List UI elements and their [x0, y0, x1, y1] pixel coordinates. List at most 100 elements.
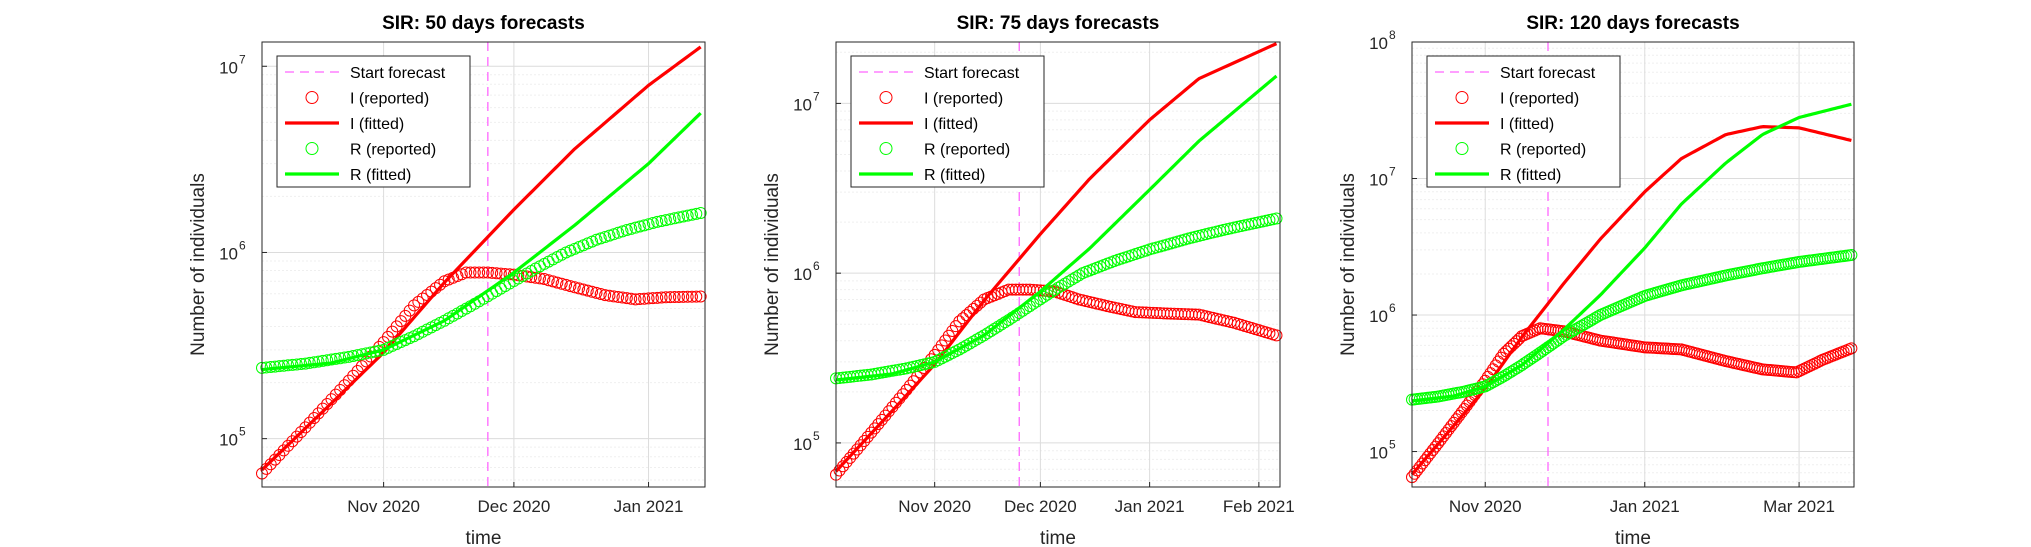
data-point: [633, 220, 646, 233]
data-point: [290, 430, 303, 443]
data-point: [325, 353, 338, 366]
y-tick-label: 10: [793, 95, 812, 114]
data-point: [953, 343, 966, 356]
series-line-4: [1411, 102, 1852, 403]
data-point: [879, 409, 892, 422]
legend-marker-swatch: [879, 142, 893, 155]
data-point: [659, 214, 672, 227]
data-point: [408, 299, 421, 312]
x-tick-label: Jan 2021: [1610, 497, 1680, 516]
data-point: [672, 211, 685, 224]
data-point: [1037, 290, 1050, 303]
data-point: [1048, 284, 1061, 297]
legend-label: R (reported): [350, 142, 436, 159]
legend: Start forecast I (reported) I (fitted) R (r…: [850, 55, 1045, 188]
x-tick-label: Dec 2020: [478, 497, 551, 516]
y-tick-label: 10: [1369, 171, 1388, 190]
legend-label: R (fitted): [1500, 167, 1561, 184]
data-point: [988, 322, 1001, 335]
data-point: [1806, 358, 1819, 371]
data-point: [1066, 273, 1079, 286]
data-point: [260, 462, 273, 475]
legend-marker-swatch: [305, 91, 319, 104]
legend-entry: Start forecast: [1435, 65, 1596, 82]
data-point: [308, 356, 321, 369]
data-point: [992, 320, 1005, 333]
legend-marker-swatch: [305, 142, 319, 155]
legend-label: Start forecast: [924, 65, 1020, 82]
y-tick-label: 10: [793, 265, 812, 284]
legend-label: I (fitted): [1500, 116, 1554, 133]
axes-box: [1411, 41, 1855, 488]
data-point: [555, 277, 568, 290]
data-point: [1238, 319, 1251, 332]
y-tick-exponent: 7: [813, 89, 820, 103]
data-point: [861, 430, 874, 443]
data-point: [494, 267, 507, 280]
x-axis-label: time: [1615, 528, 1651, 547]
data-point: [468, 266, 481, 279]
data-point: [486, 266, 499, 279]
data-point: [303, 416, 316, 429]
data-point: [1235, 318, 1248, 331]
data-point: [629, 293, 642, 306]
legend-label: R (fitted): [350, 167, 411, 184]
chart-title: SIR: 75 days forecasts: [957, 13, 1160, 34]
data-point: [875, 413, 888, 426]
legend-entry: I (reported): [879, 91, 1003, 108]
data-point: [851, 443, 864, 456]
data-point: [840, 456, 853, 469]
y-tick-exponent: 7: [239, 52, 246, 66]
legend: Start forecast I (reported) I (fitted) R (r…: [1426, 55, 1621, 188]
data-point: [681, 290, 694, 303]
data-point: [655, 214, 668, 227]
data-point: [460, 266, 473, 279]
data-point: [473, 266, 486, 279]
y-tick-label: 10: [219, 431, 238, 450]
legend-entry: I (fitted): [1435, 116, 1554, 133]
data-point: [464, 266, 477, 279]
legend-label: I (reported): [924, 91, 1003, 108]
data-point: [538, 273, 551, 286]
series-line-4: [261, 112, 702, 372]
data-point: [594, 288, 607, 301]
data-point: [573, 282, 586, 295]
data-point: [651, 291, 664, 304]
data-point: [546, 253, 559, 266]
data-point: [412, 295, 425, 308]
y-tick-exponent: 7: [1389, 165, 1396, 179]
data-point: [664, 213, 677, 226]
data-point: [616, 291, 629, 304]
y-tick-exponent: 6: [239, 238, 246, 252]
data-point: [694, 206, 707, 219]
data-point: [694, 290, 707, 303]
data-point: [533, 272, 546, 285]
y-axis-label: Number of individuals: [1338, 173, 1359, 356]
y-tick-label: 10: [1369, 444, 1388, 463]
data-point: [316, 354, 329, 367]
y-tick-exponent: 5: [239, 425, 246, 439]
data-point: [1803, 360, 1816, 373]
legend-label: I (fitted): [350, 116, 404, 133]
data-point: [599, 289, 612, 302]
data-point: [1044, 286, 1057, 299]
chart-title: SIR: 120 days forecasts: [1526, 13, 1739, 34]
data-point: [633, 293, 646, 306]
data-point: [603, 289, 616, 302]
data-point: [967, 335, 980, 348]
x-axis-label: time: [466, 528, 502, 547]
data-point: [690, 207, 703, 220]
series-markers-3: [830, 212, 1283, 385]
data-point: [668, 291, 681, 304]
x-tick-label: Jan 2021: [614, 497, 684, 516]
y-axis-label: Number of individuals: [762, 173, 783, 356]
data-point: [1059, 277, 1072, 290]
data-point: [1795, 363, 1808, 376]
series-line-2: [260, 45, 702, 471]
legend-marker-swatch: [1455, 91, 1469, 104]
legend-marker-swatch: [1455, 142, 1469, 155]
y-tick-label: 10: [219, 58, 238, 77]
data-point: [1811, 356, 1824, 369]
data-point: [1242, 321, 1255, 333]
data-point: [1800, 361, 1813, 374]
